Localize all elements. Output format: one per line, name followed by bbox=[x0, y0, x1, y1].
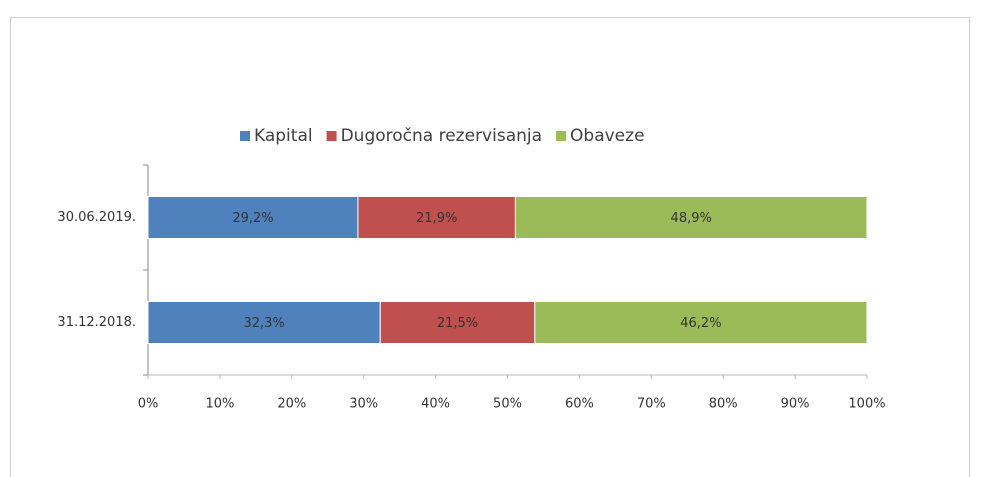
legend-label: Kapital bbox=[254, 126, 313, 146]
legend-label: Obaveze bbox=[570, 126, 645, 146]
bar-segment bbox=[147, 196, 359, 239]
data-label: 29,2% bbox=[232, 211, 273, 226]
y-tick-label: 30.06.2019. bbox=[57, 210, 136, 225]
x-tick-label: 90% bbox=[781, 397, 810, 412]
legend-label: Dugoročna rezervisanja bbox=[341, 126, 542, 146]
data-label: 21,5% bbox=[437, 316, 478, 331]
bar-segment bbox=[534, 301, 868, 344]
y-tick-label: 31.12.2018. bbox=[57, 315, 136, 330]
legend-swatch bbox=[240, 131, 250, 141]
x-tick-label: 80% bbox=[709, 397, 738, 412]
bar-segment bbox=[357, 196, 516, 239]
x-tick-label: 30% bbox=[349, 397, 378, 412]
data-label: 21,9% bbox=[416, 211, 457, 226]
chart-frame bbox=[10, 17, 970, 477]
data-label: 48,9% bbox=[671, 211, 712, 226]
x-tick-label: 50% bbox=[493, 397, 522, 412]
x-tick-label: 70% bbox=[637, 397, 666, 412]
x-tick-label: 20% bbox=[277, 397, 306, 412]
x-tick-label: 0% bbox=[138, 397, 159, 412]
bar-segment bbox=[514, 196, 868, 239]
x-tick-label: 100% bbox=[848, 397, 885, 412]
x-tick-label: 60% bbox=[565, 397, 594, 412]
data-label: 46,2% bbox=[680, 316, 721, 331]
legend-swatch bbox=[326, 131, 337, 141]
legend-swatch bbox=[556, 131, 567, 141]
x-tick-label: 40% bbox=[421, 397, 450, 412]
x-tick-label: 10% bbox=[205, 397, 234, 412]
data-label: 32,3% bbox=[243, 316, 284, 331]
